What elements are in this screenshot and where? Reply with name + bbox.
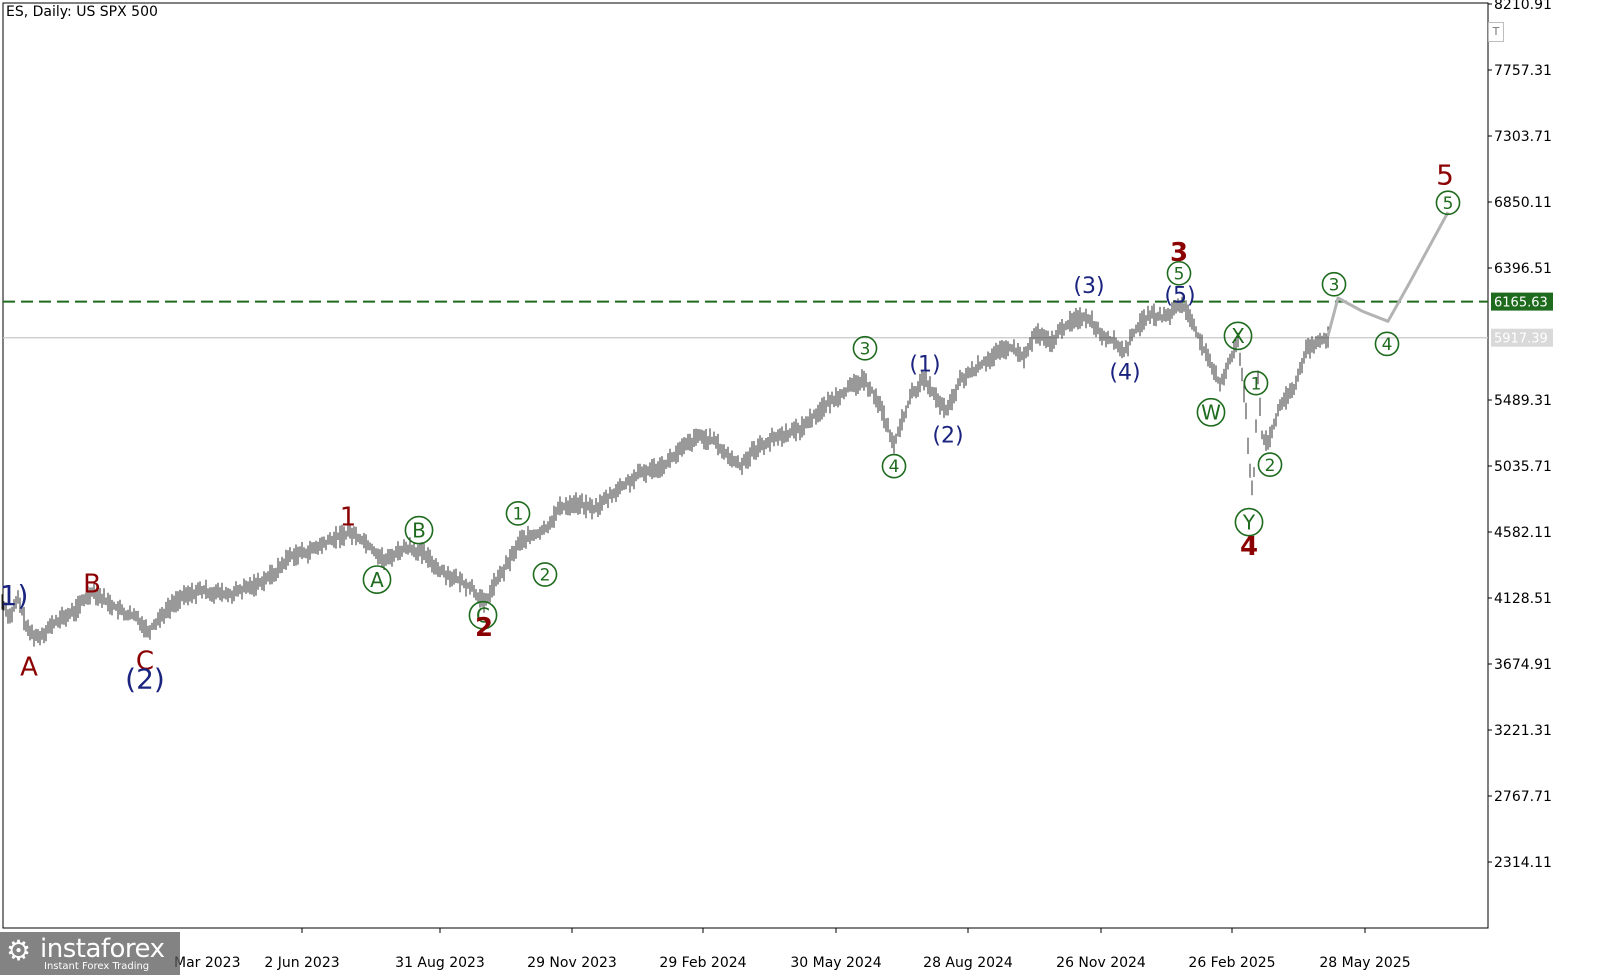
y-tick-label: 4582.11 (1494, 525, 1552, 541)
x-tick-label: 28 Aug 2024 (923, 955, 1013, 971)
wave-label: (2) (932, 424, 963, 449)
y-tick-label: 3674.91 (1494, 657, 1552, 673)
wave-label: X (1231, 324, 1245, 348)
wave-label: 1) (0, 579, 28, 612)
wave-label-circle (1435, 190, 1461, 216)
wave-label-circle (852, 335, 878, 361)
wave-label-circle (1321, 271, 1347, 297)
current-price-badge (1491, 328, 1553, 347)
wave-label: 5 (1436, 158, 1454, 191)
wave-label: 1 (340, 503, 357, 533)
wave-label-circle (404, 515, 434, 545)
wave-label-circle (505, 501, 531, 526)
wave-label-circle (1374, 331, 1400, 357)
chart-title: ES, Daily: US SPX 500 (6, 4, 158, 20)
wave-label-circle (1243, 370, 1269, 396)
wave-label: 1 (513, 505, 524, 525)
wave-label: B (412, 518, 426, 542)
x-tick-label: 29 Nov 2023 (527, 955, 617, 971)
wave-label: 5 (1443, 194, 1454, 214)
wave-label: A (20, 653, 38, 683)
watermark: ⚙ instaforex Instant Forex Trading (0, 932, 180, 975)
wave-label: 2 (475, 613, 493, 643)
wave-label: 3 (1329, 275, 1340, 295)
wave-label-circle (468, 600, 498, 630)
y-tick-label: 7303.71 (1494, 129, 1552, 145)
watermark-tagline: Instant Forex Trading (44, 961, 150, 972)
y-tick-label: 4128.51 (1494, 591, 1552, 607)
y-tick-label: 6396.51 (1494, 261, 1552, 277)
y-tick-label: 5489.31 (1494, 393, 1552, 409)
price-bars (1, 296, 1329, 647)
x-tick-label: 29 Feb 2024 (659, 955, 746, 971)
x-tick-label: 26 Feb 2025 (1188, 955, 1275, 971)
text-tool-icon[interactable]: T (1488, 22, 1504, 42)
y-tick-label: 7757.31 (1494, 63, 1552, 79)
wave-label: 4 (1240, 532, 1258, 562)
x-tick-label: Mar 2023 (174, 955, 241, 971)
wave-label: 4 (889, 457, 900, 477)
wave-label: 4 (1382, 335, 1393, 355)
y-tick-label: 5035.71 (1494, 459, 1552, 475)
wave-label: 2 (1265, 456, 1276, 476)
current-price-badge-label: 5917.39 (1494, 332, 1548, 347)
wave-label: C (136, 647, 154, 677)
wave-label: C (476, 603, 490, 627)
wave-label: (1) (909, 352, 940, 377)
x-tick-label: 26 Nov 2024 (1056, 955, 1146, 971)
projection-path (1326, 211, 1450, 337)
wave-label-circle (532, 562, 558, 587)
wave-label-circle (1166, 260, 1192, 286)
x-tick-label: 31 Aug 2023 (395, 955, 485, 971)
y-tick-label: 2314.11 (1494, 855, 1552, 871)
wave-label: B (83, 570, 101, 600)
wave-label: A (370, 568, 384, 592)
wave-label: 3 (1170, 238, 1188, 268)
wave-label: Y (1242, 510, 1256, 534)
wave-label-circle (881, 453, 907, 479)
y-tick-label: 8210.91 (1494, 0, 1552, 13)
y-tick-label: 2767.71 (1494, 789, 1552, 805)
level-badge (1491, 292, 1553, 311)
wave-label-circle (1223, 321, 1253, 351)
wave-label: 3 (860, 339, 871, 359)
gear-logo-icon: ⚙ (6, 934, 32, 967)
watermark-brand: instaforex (40, 934, 165, 964)
y-tick-label: 6850.11 (1494, 195, 1552, 211)
wave-label: (3) (1073, 274, 1104, 299)
wave-label-circle (362, 565, 392, 594)
wave-label-circle (1196, 397, 1226, 427)
x-tick-label: 28 May 2025 (1319, 955, 1410, 971)
wave-label: (2) (125, 663, 165, 696)
wave-label-circle (1234, 507, 1264, 537)
wave-label: (4) (1109, 360, 1140, 385)
wave-label: 5 (1174, 264, 1185, 284)
wave-label: 2 (540, 566, 551, 586)
y-tick-label: 3221.31 (1494, 723, 1552, 739)
wave-label-circle (1257, 452, 1283, 478)
wave-label: (5) (1164, 283, 1195, 308)
wave-label: 1 (1251, 374, 1262, 394)
wave-label: W (1201, 400, 1221, 424)
x-tick-label: 30 May 2024 (790, 955, 881, 971)
level-badge-label: 6165.63 (1494, 296, 1548, 311)
x-tick-label: 2 Jun 2023 (264, 955, 339, 971)
